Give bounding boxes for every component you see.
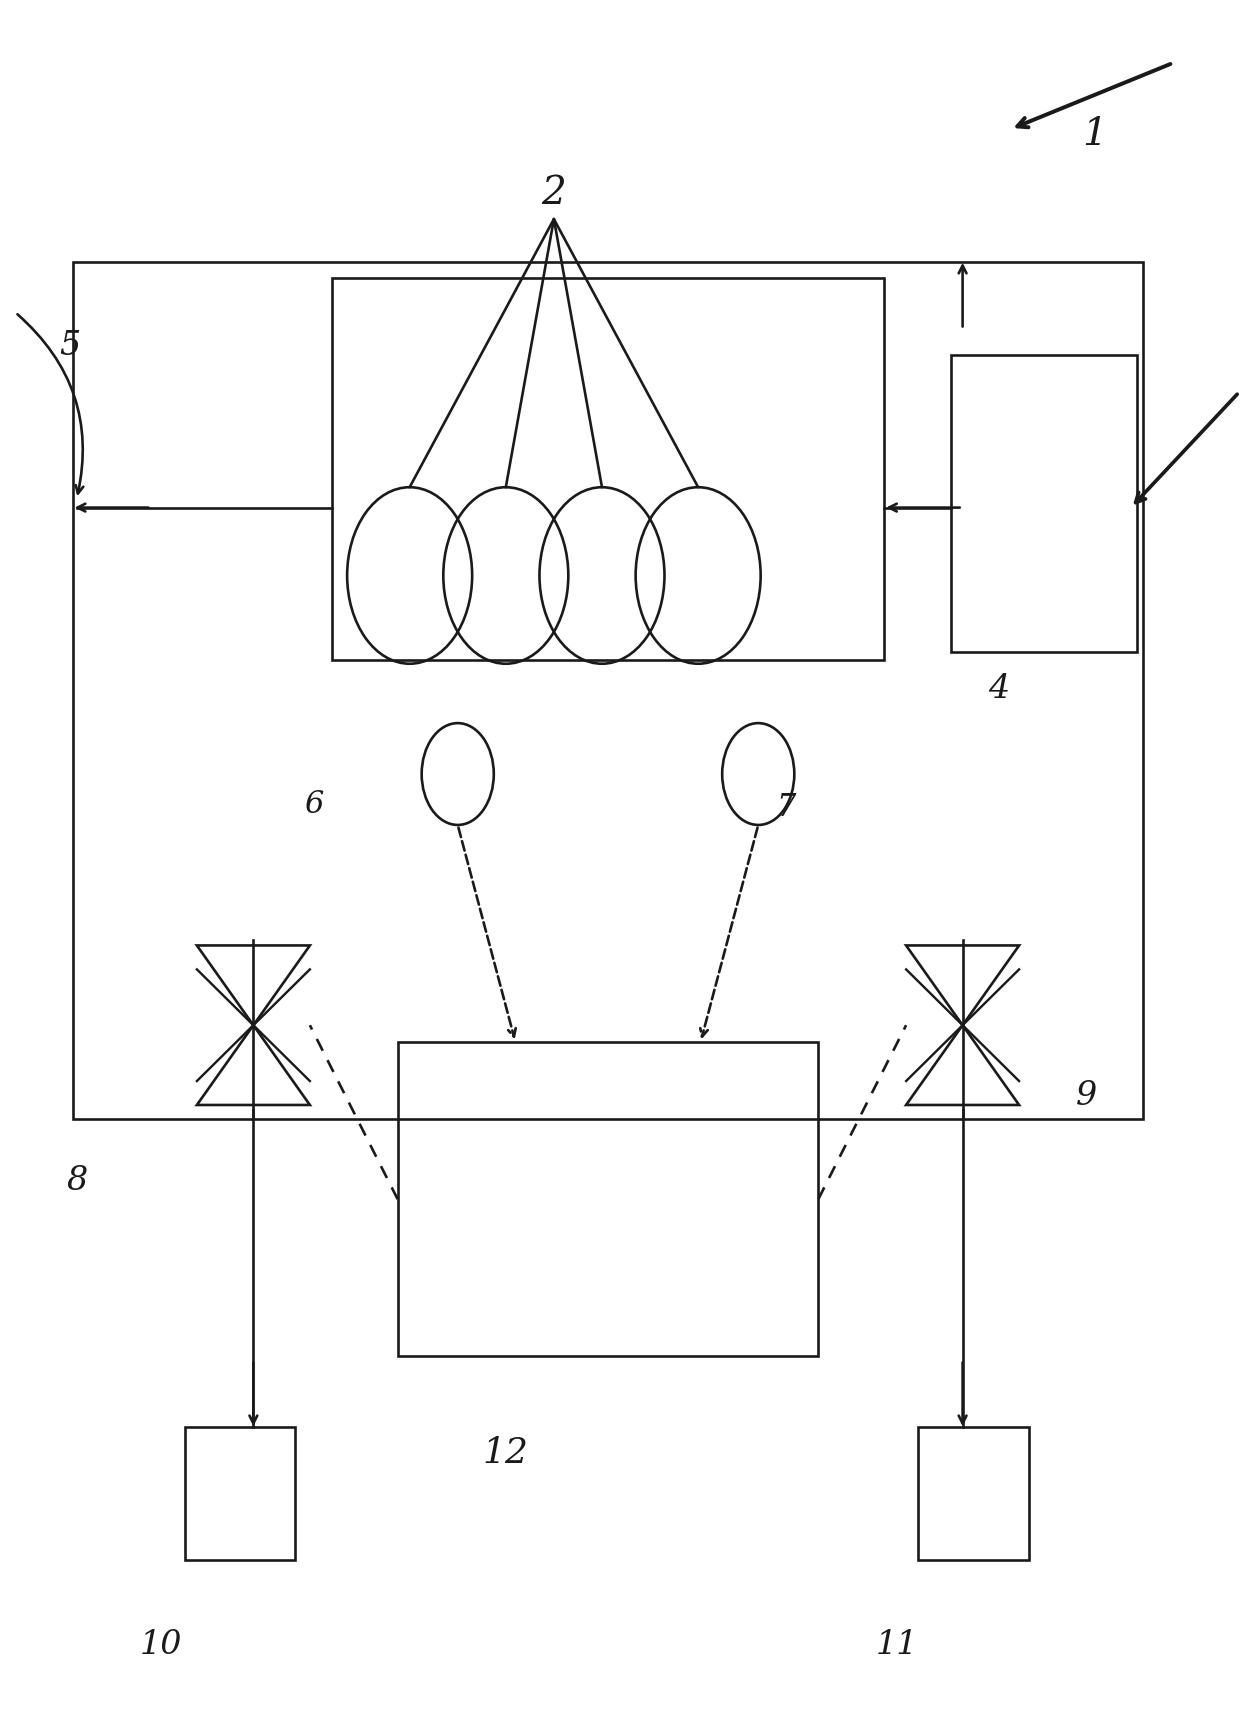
Text: 11: 11 bbox=[875, 1629, 918, 1661]
Text: 1: 1 bbox=[1083, 116, 1107, 152]
Text: 9: 9 bbox=[1076, 1080, 1097, 1112]
Text: 6: 6 bbox=[304, 789, 324, 820]
Bar bbox=[918, 1427, 1029, 1560]
Bar bbox=[398, 1042, 818, 1357]
Text: 10: 10 bbox=[140, 1629, 182, 1661]
Text: 4: 4 bbox=[988, 672, 1009, 705]
Text: 2: 2 bbox=[542, 175, 567, 212]
Text: 8: 8 bbox=[66, 1165, 87, 1198]
Bar bbox=[331, 279, 884, 660]
Bar bbox=[185, 1427, 295, 1560]
Bar bbox=[951, 354, 1137, 652]
Text: 12: 12 bbox=[482, 1436, 528, 1470]
Bar bbox=[73, 262, 1143, 1119]
Text: 5: 5 bbox=[58, 330, 81, 363]
Text: 7: 7 bbox=[776, 792, 796, 823]
